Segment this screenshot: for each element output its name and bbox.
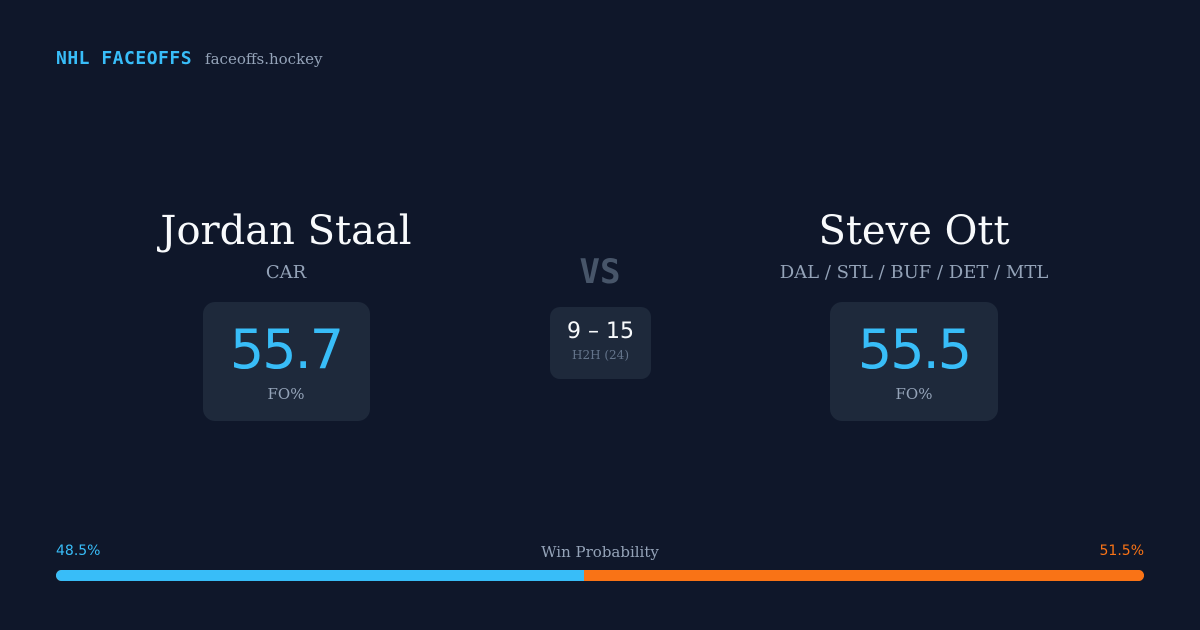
- brand-name: NHL FACEOFFS: [56, 48, 193, 69]
- brand-header: NHL FACEOFFS faceoffs.hockey: [56, 48, 323, 74]
- player-left-team: CAR: [265, 262, 307, 283]
- player-right-team: DAL / STL / BUF / DET / MTL: [779, 262, 1049, 283]
- h2h-record: 9 – 15: [567, 319, 634, 344]
- player-left-fo-label: FO%: [267, 384, 305, 403]
- player-left-stat-card: 55.7 FO%: [202, 302, 370, 421]
- win-probability-right: 51.5%: [1099, 543, 1144, 559]
- player-right-name: Steve Ott: [818, 208, 1010, 254]
- player-right-stat-card: 55.5 FO%: [830, 302, 998, 421]
- h2h-card: 9 – 15 H2H (24): [550, 307, 651, 379]
- win-probability-title: Win Probability: [541, 543, 659, 561]
- player-right-fo-value: 55.5: [857, 317, 972, 381]
- win-probability-left: 48.5%: [56, 543, 101, 559]
- player-right: Steve Ott DAL / STL / BUF / DET / MTL 55…: [704, 205, 1124, 421]
- h2h-label: H2H (24): [571, 348, 629, 362]
- win-probability-labels: 48.5% Win Probability 51.5%: [56, 543, 1144, 563]
- win-probability-bar: [56, 570, 1144, 581]
- player-right-fo-label: FO%: [895, 384, 933, 403]
- brand-site: faceoffs.hockey: [205, 50, 323, 68]
- player-left: Jordan Staal CAR 55.7 FO%: [76, 205, 496, 421]
- win-probability-bar-right: [583, 570, 1144, 581]
- player-left-name: Jordan Staal: [160, 208, 412, 254]
- win-probability-bar-left: [56, 570, 584, 581]
- versus-label: VS: [579, 252, 621, 292]
- player-left-fo-value: 55.7: [229, 317, 344, 381]
